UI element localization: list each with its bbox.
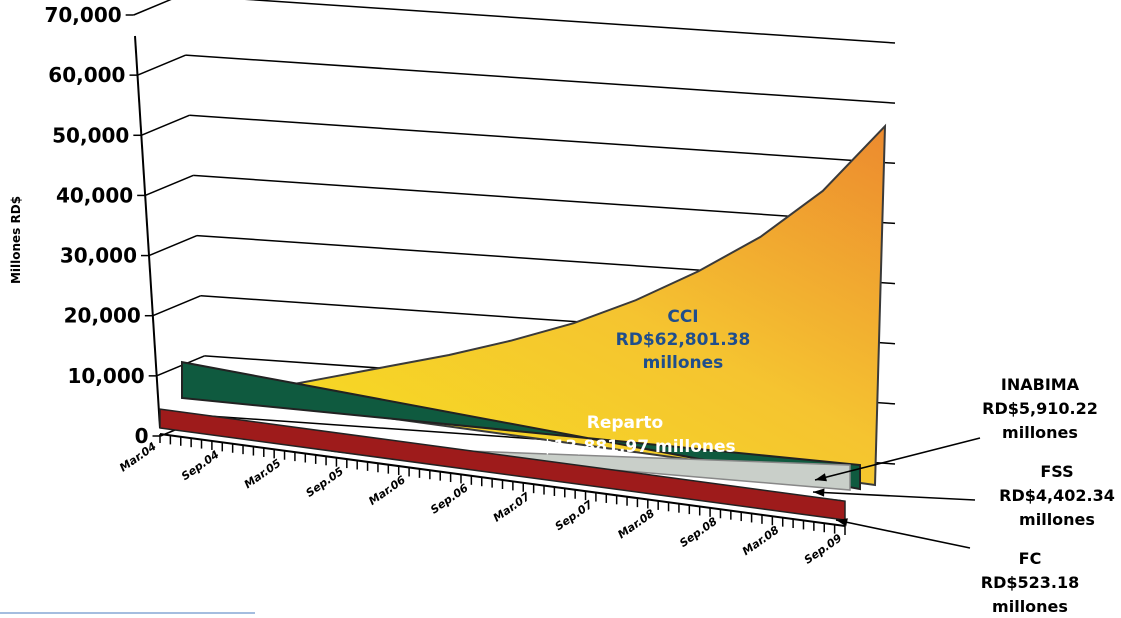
series-label-line: millones — [643, 353, 724, 373]
x-tick-label: Sep.09 — [802, 531, 845, 566]
x-tick-label: Mar.06 — [366, 473, 408, 508]
x-tick-label: Mar.08 — [615, 507, 657, 542]
y-axis-ticks: 70,000 60,000 50,000 40,000 30,000 20,000 10,0… — [44, 3, 161, 448]
label-arrow-line — [812, 491, 976, 501]
label-arrow-line — [814, 437, 981, 481]
x-tick-label: Sep.07 — [553, 498, 596, 533]
y-tick-label: 10,000 — [67, 364, 144, 388]
x-tick-label: Sep.05 — [304, 464, 347, 499]
y-tick-label: 50,000 — [52, 123, 129, 147]
gridline — [189, 114, 896, 165]
y-tick-label: 20,000 — [64, 304, 141, 328]
label-arrows — [812, 437, 981, 549]
label-arrow-line — [835, 519, 971, 549]
series-label-line: RD$523.18 — [981, 573, 1079, 592]
series-label-line: INABIMA — [1001, 375, 1080, 394]
y-tick-label: 60,000 — [48, 63, 125, 87]
series-label-line: CCI — [667, 307, 698, 327]
gridline — [185, 54, 896, 104]
gridline — [244, 0, 896, 44]
x-tick-label: Mar.07 — [491, 490, 533, 525]
series-label-line: Reparto — [587, 413, 663, 433]
series-label-line: RD$4,402.34 — [999, 486, 1115, 505]
label-arrow-head — [836, 518, 848, 527]
gridline-depth — [137, 54, 186, 76]
gridline-depth — [156, 355, 205, 377]
y-tick-label: 0 — [135, 424, 149, 448]
series-label-line: RD$13,881.97 millones — [514, 437, 735, 457]
x-tick-label: Sep.04 — [179, 448, 221, 483]
gridline-depth — [148, 234, 198, 257]
label-arrow-head — [815, 473, 827, 482]
series-label-line: RD$62,801.38 — [616, 330, 751, 350]
series-label-line: FSS — [1040, 462, 1073, 481]
y-tick-label: 30,000 — [60, 244, 137, 268]
x-tick-label: Mar.08 — [740, 523, 782, 558]
y-tick-label: 70,000 — [44, 3, 121, 27]
gridline-depth — [133, 0, 172, 16]
series-label-line: RD$5,910.22 — [982, 399, 1098, 418]
gridline-depth — [152, 295, 202, 317]
series-label-line: millones — [1002, 423, 1078, 442]
series-label-line: FC — [1019, 549, 1042, 568]
series-label-line: millones — [1019, 510, 1095, 529]
gridline — [193, 174, 896, 225]
series-labels: CCI RD$62,801.38 millones Reparto RD$13,881.… — [514, 307, 1114, 616]
x-tick-label: Sep.06 — [428, 481, 471, 516]
x-tick-label: Mar.05 — [242, 456, 284, 491]
gridline-depth — [144, 174, 194, 197]
gridline-depth — [141, 114, 190, 136]
label-arrow-head — [813, 488, 825, 497]
series-label-line: millones — [992, 597, 1068, 616]
x-tick-label: Sep.08 — [677, 515, 720, 550]
y-tick-label: 40,000 — [56, 183, 133, 207]
chart-back-wall — [134, 35, 161, 429]
y-axis-label: Millones RD$ — [9, 196, 23, 284]
series-reparto-area — [181, 360, 861, 491]
